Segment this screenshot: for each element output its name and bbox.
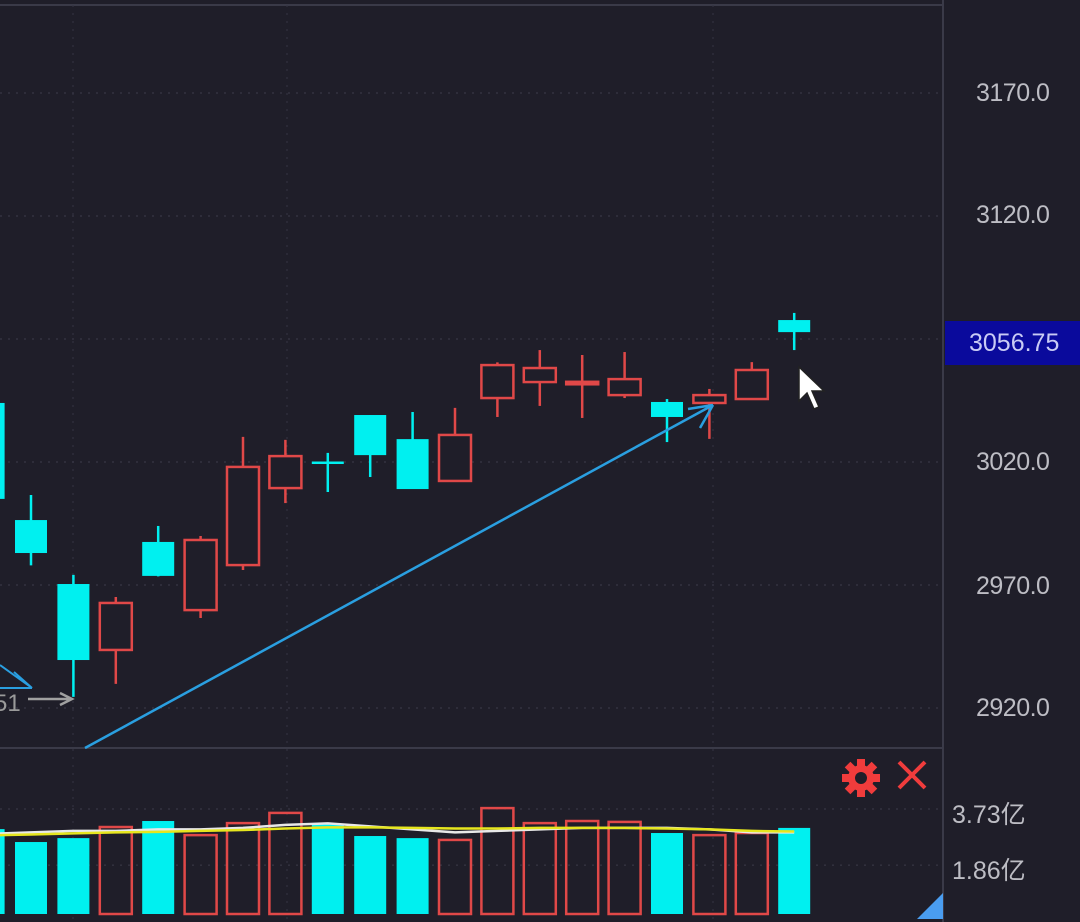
volume-bar-16 <box>651 833 683 914</box>
volume-bar-13 <box>522 821 558 916</box>
volume-bar-6 <box>225 821 261 916</box>
mouse-pointer-icon <box>798 365 826 410</box>
candle-body-16 <box>651 401 683 417</box>
volume-bar-15 <box>607 820 642 916</box>
candle-body-6 <box>225 465 261 567</box>
candle-body-14 <box>564 380 600 386</box>
annotation-label: 51 <box>0 690 21 717</box>
volume-bar-10 <box>396 838 429 914</box>
volume-bar-12 <box>480 806 515 916</box>
price-tick-0: 3170.0 <box>976 79 1050 107</box>
candle-body-13 <box>522 366 558 384</box>
candle-body-10 <box>396 439 429 490</box>
left-arrow <box>0 664 33 689</box>
volume-bar-3 <box>98 825 134 916</box>
volume-bar-17 <box>692 833 727 916</box>
candle-body-7 <box>268 454 303 490</box>
price-tick-1: 3120.0 <box>976 201 1050 229</box>
resize-corner-icon[interactable] <box>917 893 943 919</box>
volume-bar-0 <box>0 829 5 914</box>
price-tick-3: 2970.0 <box>976 572 1050 600</box>
candle-body-8 <box>311 461 344 465</box>
candle-body-19 <box>778 320 811 333</box>
gear-icon[interactable] <box>840 757 882 799</box>
volume-tick-0: 3.73亿 <box>952 801 1026 829</box>
price-tick-4: 2920.0 <box>976 694 1050 722</box>
volume-bar-1 <box>15 842 47 914</box>
annotation-arrow <box>28 691 75 707</box>
candle-body-5 <box>183 538 218 612</box>
candle-body-9 <box>354 415 387 456</box>
candle-body-11 <box>437 433 473 483</box>
volume-ma-yellow <box>0 826 795 837</box>
volume-bar-14 <box>564 819 600 916</box>
candle-body-18 <box>734 368 770 401</box>
volume-bar-11 <box>437 838 473 916</box>
candle-body-15 <box>607 377 642 397</box>
trend-arrowhead <box>687 403 715 429</box>
candle-body-17 <box>692 393 727 405</box>
volume-bar-19 <box>778 827 811 914</box>
candle-body-2 <box>57 584 90 661</box>
candle-body-1 <box>15 520 47 554</box>
price-tick-2: 3020.0 <box>976 448 1050 476</box>
trend-line <box>84 403 714 750</box>
candle-body-12 <box>480 363 515 400</box>
candle-body-4 <box>142 541 175 576</box>
last-price-label: 3056.75 <box>945 321 1080 365</box>
candle-body-0 <box>0 402 5 499</box>
volume-bar-7 <box>268 811 303 916</box>
volume-bar-5 <box>183 833 218 916</box>
volume-bar-18 <box>734 831 770 916</box>
volume-bar-8 <box>311 824 344 914</box>
candle-body-3 <box>98 601 134 652</box>
volume-bar-9 <box>354 836 387 914</box>
volume-tick-1: 1.86亿 <box>952 857 1026 885</box>
close-icon[interactable] <box>895 758 929 792</box>
volume-bar-2 <box>57 838 90 914</box>
volume-bar-4 <box>142 821 175 914</box>
